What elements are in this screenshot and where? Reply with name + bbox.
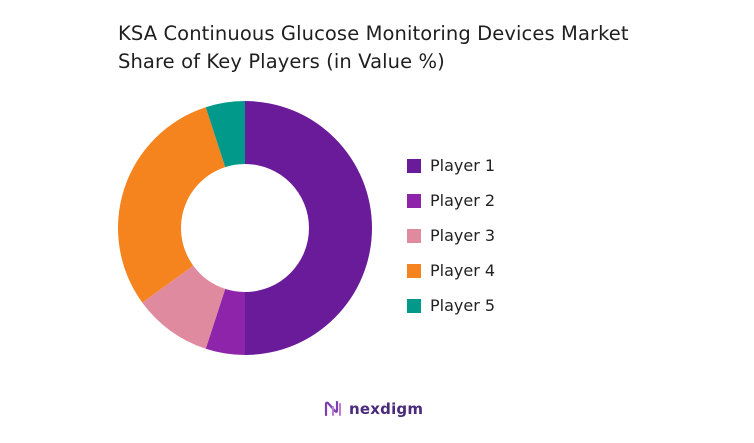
legend-item-player-5: Player 5	[407, 288, 495, 323]
donut-slices	[118, 101, 372, 355]
legend-swatch	[407, 263, 421, 278]
nexdigm-logo-icon	[324, 400, 341, 417]
chart-legend: Player 1 Player 2 Player 3 Player 4 Player 5	[407, 148, 495, 323]
footer-brand: nexdigm	[323, 398, 423, 420]
legend-item-player-1: Player 1	[407, 148, 495, 183]
donut-slice-player-2	[205, 288, 245, 355]
legend-label: Player 3	[430, 226, 496, 245]
legend-item-player-4: Player 4	[407, 253, 495, 288]
donut-slice-player-3	[142, 265, 226, 349]
legend-label: Player 2	[430, 191, 496, 210]
chart-title-line-2: Share of Key Players (in Value %)	[118, 50, 445, 73]
legend-label: Player 1	[430, 156, 496, 175]
chart-title-line-1: KSA Continuous Glucose Monitoring Device…	[118, 22, 629, 45]
legend-item-player-2: Player 2	[407, 183, 495, 218]
chart-title: KSA Continuous Glucose Monitoring Device…	[118, 20, 678, 76]
legend-swatch	[407, 193, 421, 208]
legend-label: Player 5	[430, 296, 496, 315]
legend-label: Player 4	[430, 261, 496, 280]
legend-swatch	[407, 298, 421, 313]
donut-slice-player-4	[118, 107, 226, 303]
legend-swatch	[407, 158, 421, 173]
donut-slice-player-5	[205, 101, 245, 168]
legend-item-player-3: Player 3	[407, 218, 495, 253]
brand-name: nexdigm	[349, 400, 424, 418]
legend-swatch	[407, 228, 421, 243]
donut-slice-player-1	[245, 101, 372, 355]
